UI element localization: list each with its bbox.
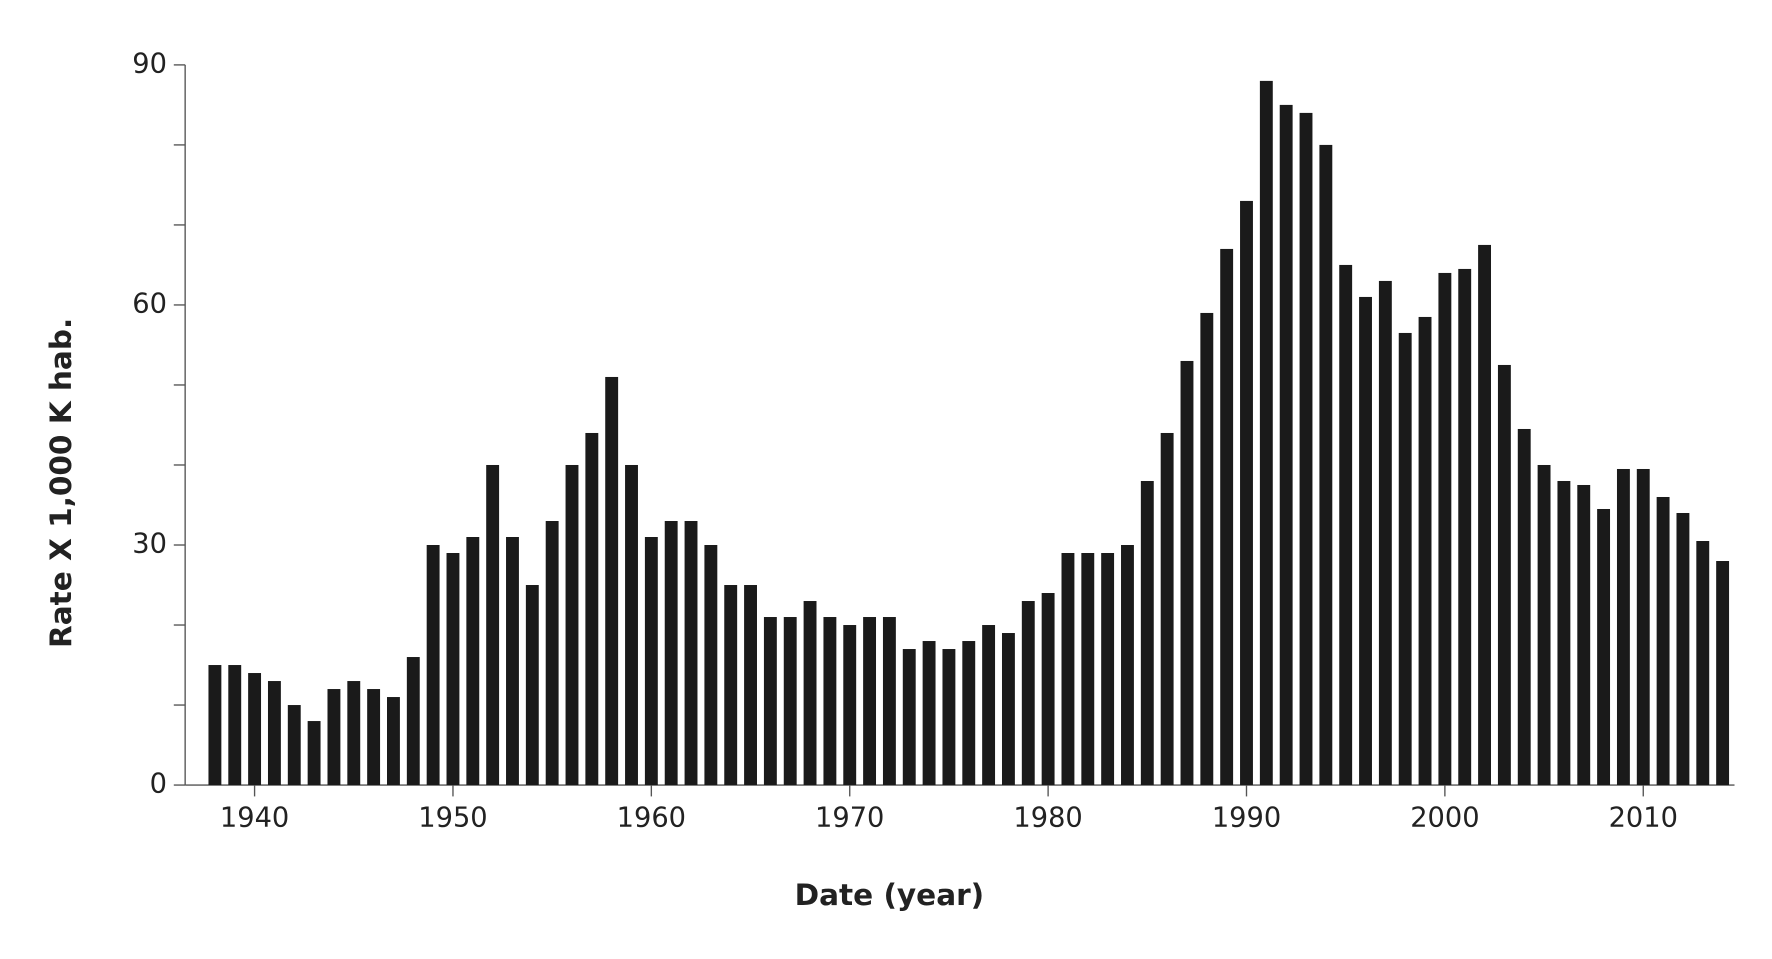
bar (1140, 480, 1154, 786)
bar (1180, 360, 1194, 786)
bar (843, 625, 857, 786)
bar (1359, 296, 1372, 786)
bar (863, 617, 877, 786)
x-tick-label: 2010 (1609, 803, 1678, 834)
bar (684, 520, 698, 786)
bar (1577, 484, 1591, 786)
bar (1378, 280, 1392, 786)
bar (506, 537, 519, 786)
y-tick-label: 60 (132, 288, 167, 319)
x-tick-label: 2000 (1410, 803, 1479, 834)
bar (902, 649, 916, 786)
x-tick-label: 1960 (617, 803, 686, 834)
bar (1557, 480, 1571, 786)
bar (347, 681, 361, 786)
bar (1478, 244, 1492, 786)
bar (1121, 545, 1134, 786)
bar (625, 464, 638, 786)
bar (982, 625, 996, 786)
bar (1696, 541, 1710, 786)
bar (1636, 468, 1650, 786)
bar (942, 649, 956, 786)
bar (1656, 496, 1670, 786)
bar (248, 673, 262, 786)
bar (1061, 553, 1075, 786)
bar (1319, 144, 1333, 786)
bar (307, 721, 321, 786)
bar (1299, 112, 1313, 786)
x-tick-label: 1950 (418, 803, 487, 834)
bar (1081, 553, 1095, 786)
bar (1001, 633, 1015, 786)
bar (1438, 272, 1452, 786)
x-tick-label: 1990 (1212, 803, 1281, 834)
bar (1339, 264, 1353, 786)
y-tick-label: 30 (132, 529, 167, 560)
bar (1458, 268, 1472, 786)
bar (605, 376, 619, 786)
bar (783, 617, 797, 786)
bar (1259, 80, 1273, 786)
bar (1716, 561, 1730, 786)
bar (228, 665, 242, 786)
bar (406, 657, 420, 786)
bar (1676, 512, 1690, 786)
bar (446, 553, 460, 786)
bar (525, 585, 539, 786)
bar (962, 641, 976, 786)
bar (724, 585, 738, 786)
bar (1160, 432, 1174, 786)
bar (823, 617, 837, 786)
bar (1279, 104, 1293, 786)
bar (327, 689, 341, 786)
bar (664, 520, 678, 786)
bar (644, 537, 658, 786)
bar (1041, 593, 1055, 786)
bar (1517, 428, 1531, 786)
bar (466, 537, 480, 786)
bar (486, 464, 500, 786)
bar (1597, 508, 1611, 786)
y-tick-label: 90 (132, 48, 167, 79)
bar (565, 464, 579, 786)
bar (763, 617, 777, 786)
bar (882, 617, 896, 786)
bar (367, 689, 381, 786)
bar (704, 545, 718, 786)
bar (1398, 332, 1412, 786)
bar (1101, 553, 1115, 786)
bar (585, 432, 599, 786)
x-tick-label: 1980 (1013, 803, 1082, 834)
y-axis-label: Rate X 1,000 K hab. (44, 318, 78, 648)
bar (1240, 200, 1253, 786)
bar (1616, 468, 1630, 786)
bar (387, 697, 400, 786)
bar (208, 665, 222, 786)
bar (1220, 248, 1234, 786)
bar (267, 681, 281, 786)
bar (1537, 464, 1551, 786)
y-tick-label: 0 (150, 769, 167, 800)
bar (1200, 312, 1214, 786)
bar (803, 601, 817, 786)
bar (1021, 601, 1035, 786)
bar (287, 705, 301, 786)
bar (1497, 364, 1511, 786)
x-axis-label: Date (year) (795, 878, 985, 912)
bar (744, 585, 757, 786)
bar (545, 520, 559, 786)
x-tick-label: 1970 (815, 803, 884, 834)
bar (1418, 316, 1432, 786)
x-tick-label: 1940 (220, 803, 289, 834)
bar (426, 545, 440, 786)
bar (922, 641, 936, 786)
